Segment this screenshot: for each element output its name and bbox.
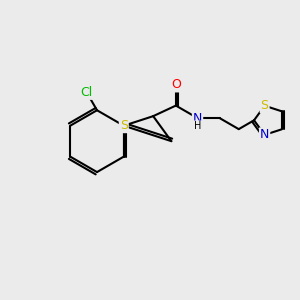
Text: S: S: [120, 119, 128, 132]
Text: H: H: [194, 121, 201, 131]
Text: O: O: [171, 79, 181, 92]
Text: N: N: [260, 128, 269, 141]
Text: Cl: Cl: [81, 86, 93, 99]
Text: N: N: [193, 112, 202, 124]
Text: S: S: [261, 99, 268, 112]
